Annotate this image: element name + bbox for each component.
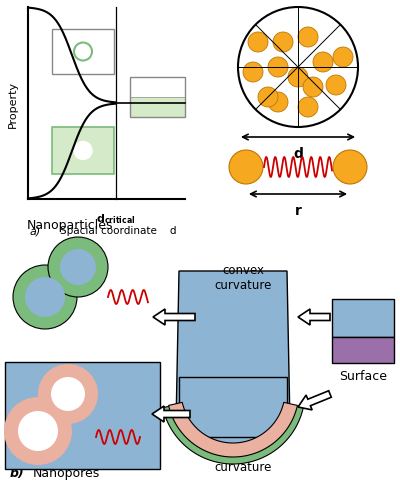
Circle shape bbox=[13, 265, 77, 329]
Circle shape bbox=[38, 364, 98, 424]
Circle shape bbox=[333, 151, 367, 184]
Bar bbox=[5, 362, 160, 469]
Bar bbox=[130, 78, 185, 118]
Circle shape bbox=[298, 28, 318, 48]
Circle shape bbox=[60, 249, 96, 286]
Text: Property: Property bbox=[8, 80, 18, 127]
Text: Spacial coordinate    d: Spacial coordinate d bbox=[60, 226, 177, 236]
Text: b): b) bbox=[10, 466, 25, 479]
Circle shape bbox=[313, 53, 333, 73]
Circle shape bbox=[238, 8, 358, 128]
Bar bbox=[179, 377, 287, 437]
Circle shape bbox=[333, 48, 353, 68]
Text: convex
curvature: convex curvature bbox=[214, 263, 272, 291]
Bar bbox=[130, 98, 185, 118]
Circle shape bbox=[326, 76, 346, 96]
Text: Surface: Surface bbox=[339, 369, 387, 382]
Circle shape bbox=[288, 68, 308, 88]
Bar bbox=[332, 300, 394, 337]
Circle shape bbox=[74, 142, 92, 160]
Circle shape bbox=[258, 88, 278, 108]
Text: r: r bbox=[294, 204, 302, 217]
Polygon shape bbox=[153, 309, 195, 325]
Text: concav
curvature: concav curvature bbox=[214, 445, 272, 473]
Circle shape bbox=[18, 411, 58, 451]
Bar bbox=[52, 30, 114, 75]
Circle shape bbox=[268, 93, 288, 113]
Polygon shape bbox=[168, 403, 298, 457]
Text: d: d bbox=[293, 147, 303, 161]
Circle shape bbox=[74, 44, 92, 61]
Circle shape bbox=[4, 397, 72, 465]
Circle shape bbox=[229, 151, 263, 184]
Text: a): a) bbox=[30, 226, 41, 236]
Text: Nanoparticles: Nanoparticles bbox=[27, 219, 113, 231]
Circle shape bbox=[248, 33, 268, 53]
Circle shape bbox=[243, 63, 263, 83]
Bar bbox=[52, 128, 114, 175]
Circle shape bbox=[48, 238, 108, 297]
Circle shape bbox=[298, 98, 318, 118]
Circle shape bbox=[25, 277, 65, 318]
Circle shape bbox=[51, 377, 85, 411]
Polygon shape bbox=[298, 309, 330, 325]
Polygon shape bbox=[152, 406, 190, 422]
Circle shape bbox=[303, 78, 323, 98]
Text: $\mathbf{d_{critical}}$: $\mathbf{d_{critical}}$ bbox=[96, 212, 136, 226]
Bar bbox=[332, 337, 394, 363]
Bar bbox=[130, 78, 185, 98]
Polygon shape bbox=[176, 272, 290, 450]
Polygon shape bbox=[163, 405, 303, 464]
Text: Nanopores: Nanopores bbox=[33, 466, 100, 479]
Polygon shape bbox=[298, 391, 331, 410]
Circle shape bbox=[268, 58, 288, 78]
Circle shape bbox=[273, 33, 293, 53]
